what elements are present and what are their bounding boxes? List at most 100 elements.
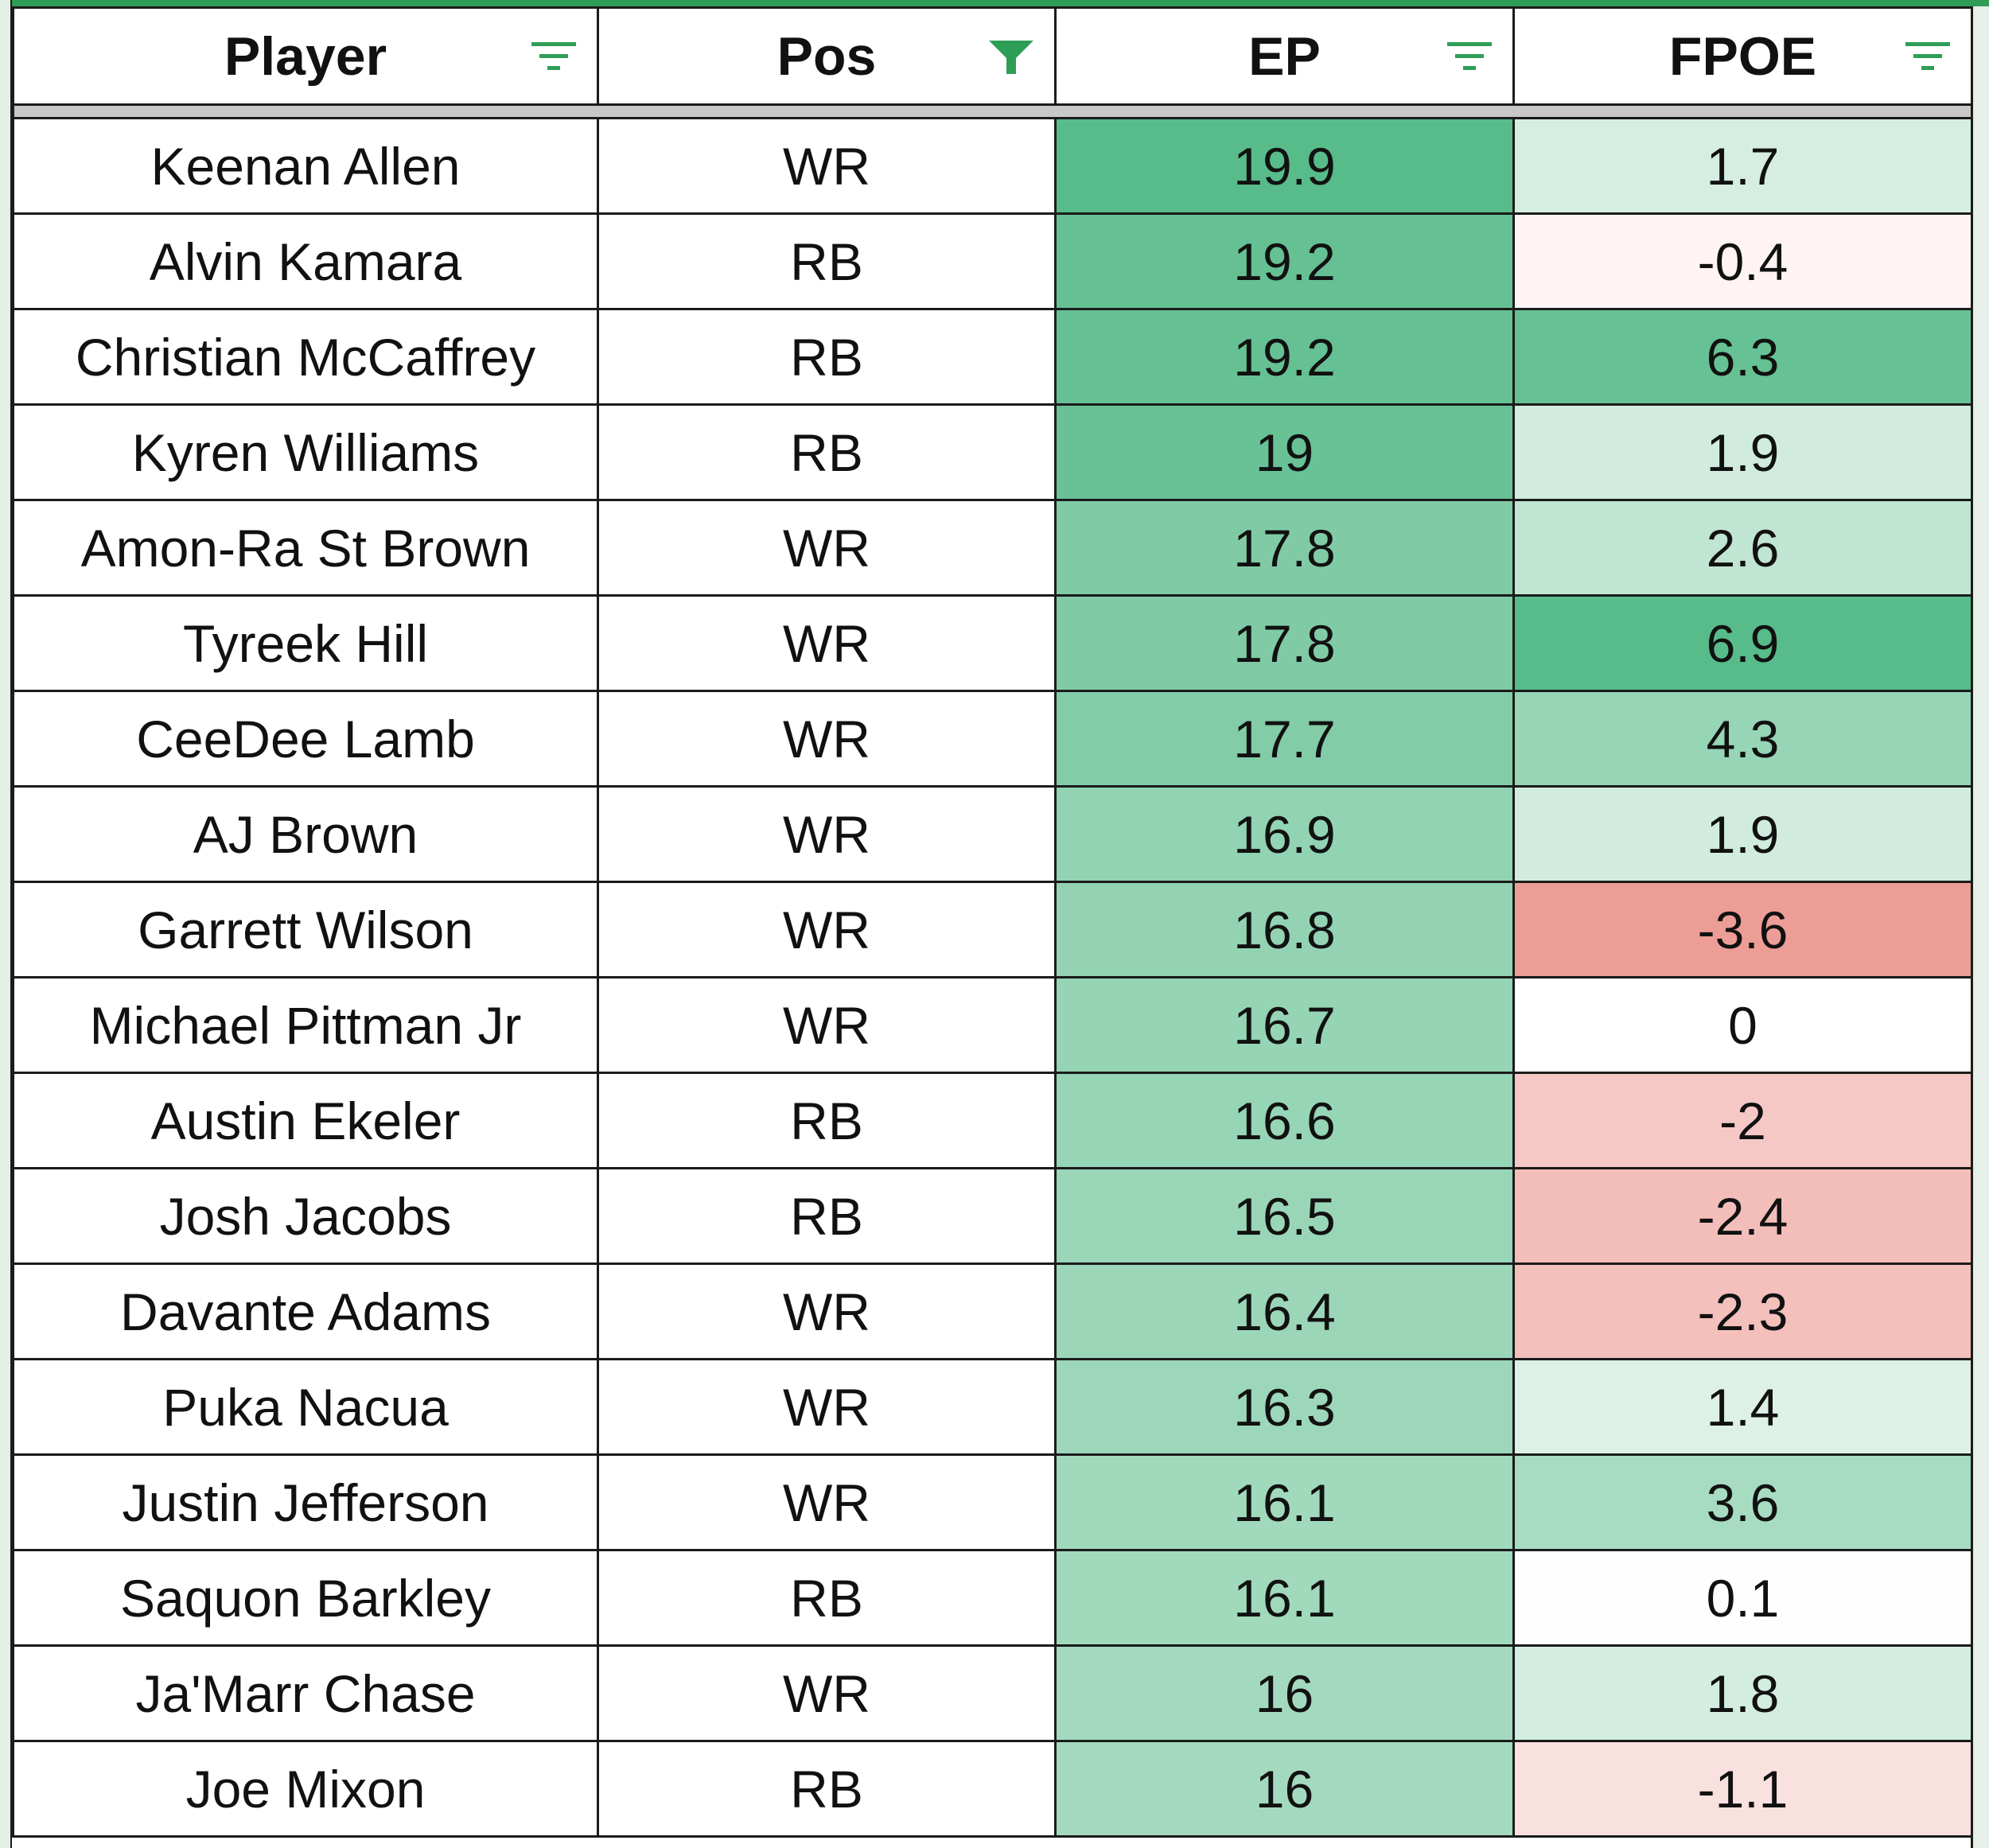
table-row: Josh Jacobs RB 16.5 -2.4: [12, 1167, 1973, 1265]
header-ep[interactable]: EP: [1054, 6, 1515, 106]
cell-player[interactable]: Joe Mixon: [12, 1740, 599, 1838]
cell-pos[interactable]: WR: [597, 785, 1057, 883]
cell-player[interactable]: Garrett Wilson: [12, 881, 599, 978]
cell-fpoe[interactable]: 1.4: [1512, 1358, 1973, 1456]
cell-ep[interactable]: 16: [1054, 1644, 1515, 1742]
table-row: Alvin Kamara RB 19.2 -0.4: [12, 212, 1973, 310]
cell-ep[interactable]: 19.2: [1054, 212, 1515, 310]
row-header-strip: [0, 0, 12, 1848]
cell-fpoe[interactable]: 3.6: [1512, 1453, 1973, 1551]
cell-pos[interactable]: WR: [597, 1453, 1057, 1551]
cell-ep[interactable]: 16: [1054, 1740, 1515, 1838]
cell-player[interactable]: Christian McCaffrey: [12, 308, 599, 406]
cell-fpoe[interactable]: 6.9: [1512, 594, 1973, 692]
cell-player[interactable]: CeeDee Lamb: [12, 690, 599, 788]
cell-fpoe[interactable]: -2.4: [1512, 1167, 1973, 1265]
table-body: Keenan Allen WR 19.9 1.7 Alvin Kamara RB 19.2-…: [12, 117, 1973, 1838]
cell-player[interactable]: Ja'Marr Chase: [12, 1644, 599, 1742]
cell-pos[interactable]: WR: [597, 976, 1057, 1074]
freeze-separator: [12, 103, 1973, 119]
cell-ep[interactable]: 17.8: [1054, 499, 1515, 597]
cell-pos[interactable]: RB: [597, 1549, 1057, 1647]
cell-player[interactable]: Michael Pittman Jr: [12, 976, 599, 1074]
cell-pos[interactable]: WR: [597, 117, 1057, 215]
table-row: Christian McCaffrey RB 19.2 6.3: [12, 308, 1973, 406]
cell-player[interactable]: Justin Jefferson: [12, 1453, 599, 1551]
cell-pos[interactable]: RB: [597, 403, 1057, 501]
cell-fpoe[interactable]: 4.3: [1512, 690, 1973, 788]
cell-fpoe[interactable]: -2.3: [1512, 1262, 1973, 1360]
header-fpoe[interactable]: FPOE: [1512, 6, 1973, 106]
cell-pos[interactable]: WR: [597, 499, 1057, 597]
header-top-border: [0, 0, 1989, 6]
filter-lines-icon[interactable]: [1444, 36, 1495, 77]
next-column-edge: [1971, 6, 1989, 1848]
cell-pos[interactable]: WR: [597, 1262, 1057, 1360]
cell-ep[interactable]: 19.2: [1054, 308, 1515, 406]
cell-ep[interactable]: 16.6: [1054, 1072, 1515, 1169]
cell-fpoe[interactable]: 0: [1512, 976, 1973, 1074]
cell-pos[interactable]: WR: [597, 594, 1057, 692]
cell-fpoe[interactable]: 1.9: [1512, 403, 1973, 501]
cell-ep[interactable]: 16.4: [1054, 1262, 1515, 1360]
cell-fpoe[interactable]: -3.6: [1512, 881, 1973, 978]
cell-player[interactable]: Tyreek Hill: [12, 594, 599, 692]
cell-pos[interactable]: RB: [597, 1740, 1057, 1838]
table-row: Keenan Allen WR 19.9 1.7: [12, 117, 1973, 215]
cell-player[interactable]: Amon-Ra St Brown: [12, 499, 599, 597]
cell-player[interactable]: AJ Brown: [12, 785, 599, 883]
table-row: Michael Pittman Jr WR 16.7 0: [12, 976, 1973, 1074]
table-row: Kyren Williams RB 19 1.9: [12, 403, 1973, 501]
cell-pos[interactable]: RB: [597, 1072, 1057, 1169]
cell-player[interactable]: Davante Adams: [12, 1262, 599, 1360]
cell-ep[interactable]: 16.9: [1054, 785, 1515, 883]
cell-pos[interactable]: RB: [597, 212, 1057, 310]
table-row: Justin Jefferson WR 16.1 3.6: [12, 1453, 1973, 1551]
header-player-label: Player: [224, 25, 387, 87]
cell-ep[interactable]: 16.1: [1054, 1549, 1515, 1647]
cell-player[interactable]: Kyren Williams: [12, 403, 599, 501]
cell-pos[interactable]: WR: [597, 881, 1057, 978]
filter-lines-icon[interactable]: [528, 36, 579, 77]
cell-player[interactable]: Saquon Barkley: [12, 1549, 599, 1647]
cell-ep[interactable]: 19: [1054, 403, 1515, 501]
cell-fpoe[interactable]: 0.1: [1512, 1549, 1973, 1647]
freeze-bar[interactable]: [12, 103, 1973, 119]
filter-funnel-icon[interactable]: [986, 36, 1037, 77]
cell-player[interactable]: Keenan Allen: [12, 117, 599, 215]
header-player[interactable]: Player: [12, 6, 599, 106]
cell-pos[interactable]: WR: [597, 1358, 1057, 1456]
cell-ep[interactable]: 16.1: [1054, 1453, 1515, 1551]
cell-player[interactable]: Austin Ekeler: [12, 1072, 599, 1169]
cell-player[interactable]: Alvin Kamara: [12, 212, 599, 310]
cell-pos[interactable]: WR: [597, 1644, 1057, 1742]
header-row: Player Pos EP: [12, 6, 1973, 106]
cell-fpoe[interactable]: 1.7: [1512, 117, 1973, 215]
cell-fpoe[interactable]: -0.4: [1512, 212, 1973, 310]
cell-fpoe[interactable]: 1.9: [1512, 785, 1973, 883]
cell-player[interactable]: Josh Jacobs: [12, 1167, 599, 1265]
cell-pos[interactable]: WR: [597, 690, 1057, 788]
header-pos[interactable]: Pos: [597, 6, 1057, 106]
cell-fpoe[interactable]: 1.8: [1512, 1644, 1973, 1742]
cell-pos[interactable]: RB: [597, 308, 1057, 406]
cell-ep[interactable]: 16.5: [1054, 1167, 1515, 1265]
table-row: Puka Nacua WR 16.3 1.4: [12, 1358, 1973, 1456]
cell-ep[interactable]: 16.7: [1054, 976, 1515, 1074]
cell-ep[interactable]: 17.7: [1054, 690, 1515, 788]
cell-ep[interactable]: 16.8: [1054, 881, 1515, 978]
table-row: Joe Mixon RB 16 -1.1: [12, 1740, 1973, 1838]
cell-fpoe[interactable]: 6.3: [1512, 308, 1973, 406]
cell-ep[interactable]: 16.3: [1054, 1358, 1515, 1456]
cell-ep[interactable]: 17.8: [1054, 594, 1515, 692]
cell-pos[interactable]: RB: [597, 1167, 1057, 1265]
table-row: Saquon Barkley RB 16.1 0.1: [12, 1549, 1973, 1647]
cell-player[interactable]: Puka Nacua: [12, 1358, 599, 1456]
filter-lines-icon[interactable]: [1902, 36, 1953, 77]
cell-fpoe[interactable]: 2.6: [1512, 499, 1973, 597]
cell-ep[interactable]: 19.9: [1054, 117, 1515, 215]
table-row: Davante Adams WR 16.4 -2.3: [12, 1262, 1973, 1360]
cell-fpoe[interactable]: -2: [1512, 1072, 1973, 1169]
cell-fpoe[interactable]: -1.1: [1512, 1740, 1973, 1838]
